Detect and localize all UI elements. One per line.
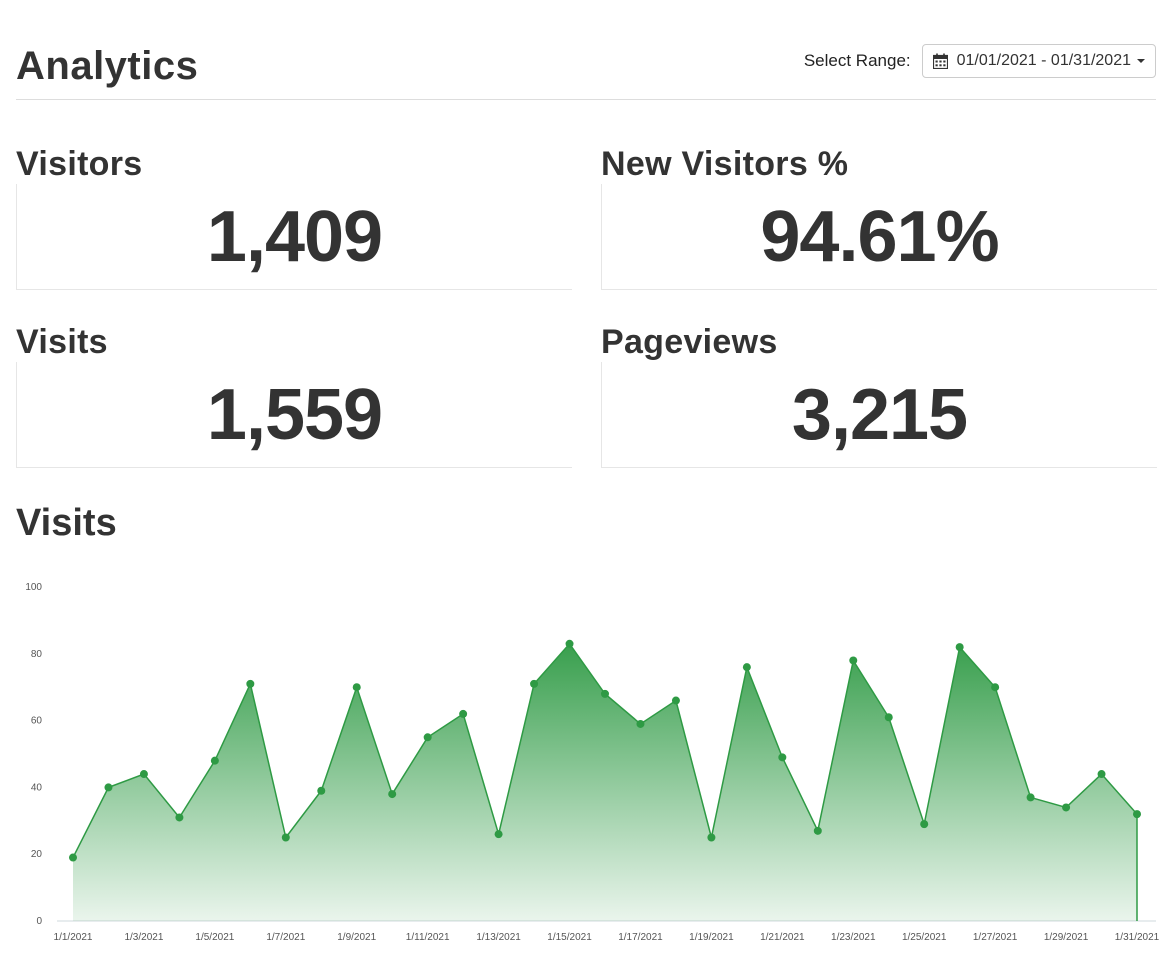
x-tick-label: 1/23/2021 [831,932,876,943]
stat-value: 3,215 [791,374,968,455]
calendar-icon [932,53,948,69]
y-tick-label: 80 [31,649,43,660]
x-tick-label: 1/13/2021 [476,932,521,943]
stat-box: 94.61% [601,184,1157,290]
stat-label: Visits [16,323,108,361]
stat-label: Visitors [16,145,143,183]
stat-label: New Visitors % [601,145,849,183]
data-point [69,853,77,862]
date-range-button[interactable]: 01/01/2021 - 01/31/2021 [921,44,1156,78]
caret-down-icon [1137,59,1145,63]
data-point [459,709,468,718]
stat-value: 1,409 [206,196,383,277]
data-point [139,770,148,779]
x-tick-label: 1/17/2021 [618,932,663,943]
y-tick-label: 20 [31,849,43,860]
stat-label: Pageviews [601,323,778,361]
data-point [991,683,1000,692]
data-point [707,833,716,842]
data-point [104,783,113,792]
data-point [423,733,432,742]
x-tick-label: 1/5/2021 [195,932,234,943]
data-point [352,683,361,692]
chart-title: Visits [16,502,117,544]
x-tick-label: 1/1/2021 [54,932,93,943]
page-header: Analytics Select Range: 01/01/2021 - 01/… [16,40,1156,100]
stat-box: 1,409 [16,184,572,290]
x-tick-label: 1/9/2021 [337,932,376,943]
data-point [1062,803,1071,812]
visits-area-chart: 0 20 40 60 80 100 1/1/2021 1/3/2021 1/5/2021 1/7/… [25,582,1160,943]
stat-value: 1,559 [206,374,383,455]
data-point [281,833,290,842]
data-point [778,753,787,762]
data-point [813,826,822,835]
data-point [317,786,326,795]
data-point [671,696,680,705]
data-point [636,719,645,728]
stat-new-visitors: New Visitors % 94.61% [601,144,1157,290]
date-range-value: 01/01/2021 - 01/31/2021 [956,52,1131,69]
page-title: Analytics [16,44,199,88]
data-point [1133,810,1141,819]
data-point [210,756,219,765]
x-tick-label: 1/19/2021 [689,932,734,943]
stat-visitors: Visitors 1,409 [16,144,572,290]
data-point [1026,793,1035,802]
data-point [920,820,929,829]
data-point [494,830,503,839]
x-tick-label: 1/3/2021 [124,932,163,943]
data-point [565,639,574,648]
x-tick-label: 1/25/2021 [902,932,947,943]
range-selector: Select Range: 01/01/2021 - 01/31/2021 [804,44,1156,78]
stat-pageviews: Pageviews 3,215 [601,322,1157,468]
stat-box: 1,559 [16,362,572,468]
data-point [388,790,397,799]
x-tick-label: 1/29/2021 [1044,932,1089,943]
y-tick-label: 60 [31,716,43,727]
x-tick-label: 1/21/2021 [760,932,805,943]
data-point [175,813,184,822]
range-label: Select Range: [803,51,911,70]
stat-box: 3,215 [601,362,1157,468]
y-tick-label: 100 [25,582,42,593]
x-tick-label: 1/31/2021 [1115,932,1160,943]
x-tick-label: 1/7/2021 [266,932,305,943]
data-point [1097,770,1106,779]
data-point [955,643,964,652]
x-tick-label: 1/15/2021 [547,932,592,943]
series-area [73,643,1137,921]
data-point [530,679,539,688]
data-point [246,679,255,688]
y-tick-label: 0 [36,916,42,927]
y-tick-label: 40 [31,782,43,793]
stat-visits: Visits 1,559 [16,322,572,468]
x-tick-label: 1/27/2021 [973,932,1018,943]
x-tick-label: 1/11/2021 [406,932,450,943]
data-point [884,713,893,722]
stat-value: 94.61% [760,196,999,277]
data-point [742,663,751,672]
data-point [601,689,609,698]
data-point [849,656,858,665]
